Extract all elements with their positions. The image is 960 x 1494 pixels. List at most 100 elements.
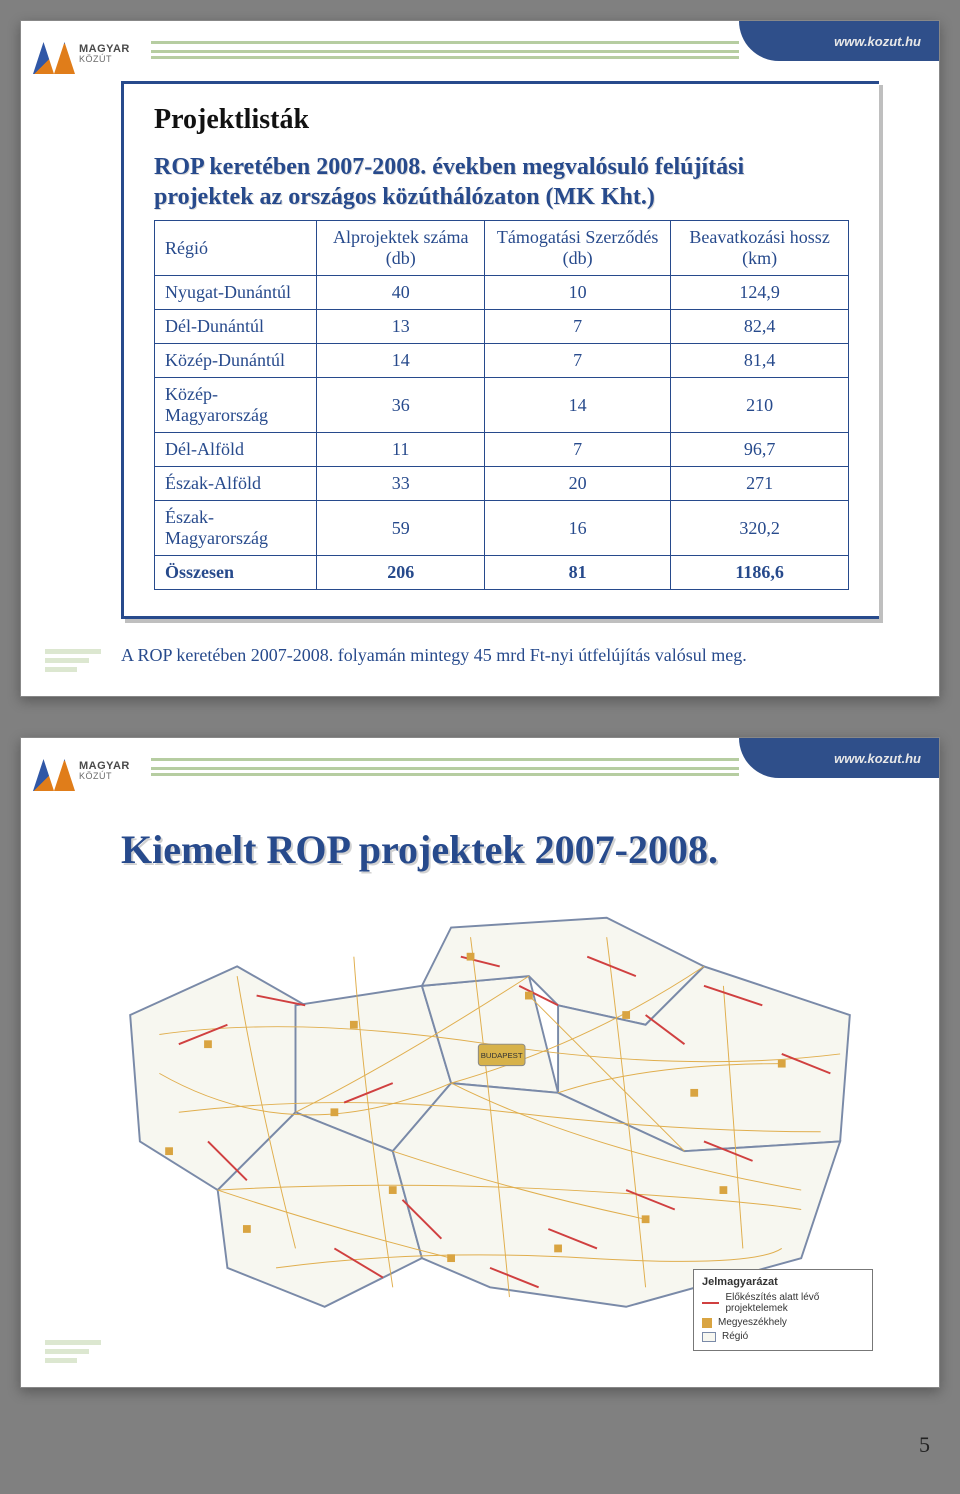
cell-value: 206 <box>317 556 485 590</box>
cell-value: 14 <box>485 378 671 433</box>
cell-region: Észak-Alföld <box>155 467 317 501</box>
city-marker <box>204 1040 212 1048</box>
cell-value: 7 <box>485 344 671 378</box>
cell-region: Nyugat-Dunántúl <box>155 276 317 310</box>
logo-line2: KÖZÚT <box>79 55 130 64</box>
legend-box-icon <box>702 1332 716 1342</box>
logo-line2: KÖZÚT <box>79 772 130 781</box>
cell-value: 16 <box>485 501 671 556</box>
legend-line-icon <box>702 1302 719 1304</box>
decor-lines <box>151 758 739 776</box>
cell-value: 59 <box>317 501 485 556</box>
regions-table: Régió Alprojektek száma (db) Támogatási … <box>154 220 849 590</box>
cell-value: 82,4 <box>671 310 849 344</box>
city-marker <box>331 1108 339 1116</box>
table-row: Közép-Magyarország3614210 <box>155 378 849 433</box>
cell-value: 271 <box>671 467 849 501</box>
table-header-row: Régió Alprojektek száma (db) Támogatási … <box>155 221 849 276</box>
legend-row: Megyeszékhely <box>702 1317 864 1328</box>
table-row: Észak-Magyarország5916320,2 <box>155 501 849 556</box>
slide-title: Projektlisták <box>154 104 849 136</box>
city-marker <box>690 1089 698 1097</box>
city-marker <box>165 1147 173 1155</box>
city-marker <box>778 1060 786 1068</box>
legend-label: Megyeszékhely <box>718 1317 787 1328</box>
content-card: Projektlisták ROP keretében 2007-2008. é… <box>121 81 879 619</box>
city-marker <box>525 992 533 1000</box>
site-url: www.kozut.hu <box>739 738 939 778</box>
col-regio: Régió <box>155 221 317 276</box>
decor-lines <box>151 41 739 59</box>
col-tamog: Támogatási Szerződés (db) <box>485 221 671 276</box>
city-marker <box>350 1021 358 1029</box>
legend-dot-icon <box>702 1318 712 1328</box>
cell-value: 33 <box>317 467 485 501</box>
hungary-map: BUDAPEST Jelmagyarázat Előkészítés alatt… <box>101 887 879 1357</box>
legend-label: Előkészítés alatt lévő projektelemek <box>725 1292 864 1314</box>
table-row: Nyugat-Dunántúl4010124,9 <box>155 276 849 310</box>
logo-mark-icon <box>33 751 75 791</box>
cell-region: Közép-Dunántúl <box>155 344 317 378</box>
col-beavat: Beavatkozási hossz (km) <box>671 221 849 276</box>
slide-header: MAGYAR KÖZÚT www.kozut.hu <box>21 21 939 81</box>
cell-value: 124,9 <box>671 276 849 310</box>
legend-row: Régió <box>702 1331 864 1342</box>
cell-region: Közép-Magyarország <box>155 378 317 433</box>
corner-bars-icon <box>45 1340 101 1367</box>
cell-value: 10 <box>485 276 671 310</box>
slide-body: Kiemelt ROP projektek 2007-2008. <box>21 798 939 1387</box>
table-total-row: Összesen206811186,6 <box>155 556 849 590</box>
city-marker <box>554 1245 562 1253</box>
cell-value: 320,2 <box>671 501 849 556</box>
cell-region: Észak-Magyarország <box>155 501 317 556</box>
footnote: A ROP keretében 2007-2008. folyamán mint… <box>121 645 879 666</box>
cell-value: 36 <box>317 378 485 433</box>
city-marker <box>447 1254 455 1262</box>
city-marker <box>642 1215 650 1223</box>
legend-row: Előkészítés alatt lévő projektelemek <box>702 1292 864 1314</box>
budapest-label: BUDAPEST <box>481 1051 523 1060</box>
city-marker <box>720 1186 728 1194</box>
table-row: Észak-Alföld3320271 <box>155 467 849 501</box>
cell-value: 13 <box>317 310 485 344</box>
cell-value: 14 <box>317 344 485 378</box>
site-url: www.kozut.hu <box>739 21 939 61</box>
legend-title: Jelmagyarázat <box>702 1276 864 1288</box>
cell-value: 210 <box>671 378 849 433</box>
cell-region: Összesen <box>155 556 317 590</box>
cell-value: 20 <box>485 467 671 501</box>
logo-text: MAGYAR KÖZÚT <box>79 44 130 64</box>
city-marker <box>243 1225 251 1233</box>
logo-text: MAGYAR KÖZÚT <box>79 761 130 781</box>
table-row: Dél-Alföld11796,7 <box>155 433 849 467</box>
cell-value: 96,7 <box>671 433 849 467</box>
col-alproj: Alprojektek száma (db) <box>317 221 485 276</box>
cell-value: 11 <box>317 433 485 467</box>
city-marker <box>389 1186 397 1194</box>
slide-projektlistak: MAGYAR KÖZÚT www.kozut.hu Projektlisták … <box>20 20 940 697</box>
slide-header: MAGYAR KÖZÚT www.kozut.hu <box>21 738 939 798</box>
table-row: Közép-Dunántúl14781,4 <box>155 344 849 378</box>
logo: MAGYAR KÖZÚT <box>31 749 141 793</box>
page-number: 5 <box>0 1428 960 1474</box>
cell-value: 40 <box>317 276 485 310</box>
slide-subtitle: ROP keretében 2007-2008. években megvaló… <box>154 152 849 212</box>
cell-region: Dél-Alföld <box>155 433 317 467</box>
table-row: Dél-Dunántúl13782,4 <box>155 310 849 344</box>
slide-body: Projektlisták ROP keretében 2007-2008. é… <box>21 81 939 696</box>
city-marker <box>622 1011 630 1019</box>
city-marker <box>467 953 475 961</box>
logo-mark-icon <box>33 34 75 74</box>
logo: MAGYAR KÖZÚT <box>31 32 141 76</box>
cell-value: 81,4 <box>671 344 849 378</box>
slide-kiemelt-rop: MAGYAR KÖZÚT www.kozut.hu Kiemelt ROP pr… <box>20 737 940 1388</box>
cell-value: 7 <box>485 433 671 467</box>
cell-value: 81 <box>485 556 671 590</box>
legend-label: Régió <box>722 1331 748 1342</box>
map-legend: Jelmagyarázat Előkészítés alatt lévő pro… <box>693 1269 873 1351</box>
cell-region: Dél-Dunántúl <box>155 310 317 344</box>
slide2-title: Kiemelt ROP projektek 2007-2008. <box>121 826 909 873</box>
cell-value: 7 <box>485 310 671 344</box>
cell-value: 1186,6 <box>671 556 849 590</box>
corner-bars-icon <box>45 649 101 676</box>
